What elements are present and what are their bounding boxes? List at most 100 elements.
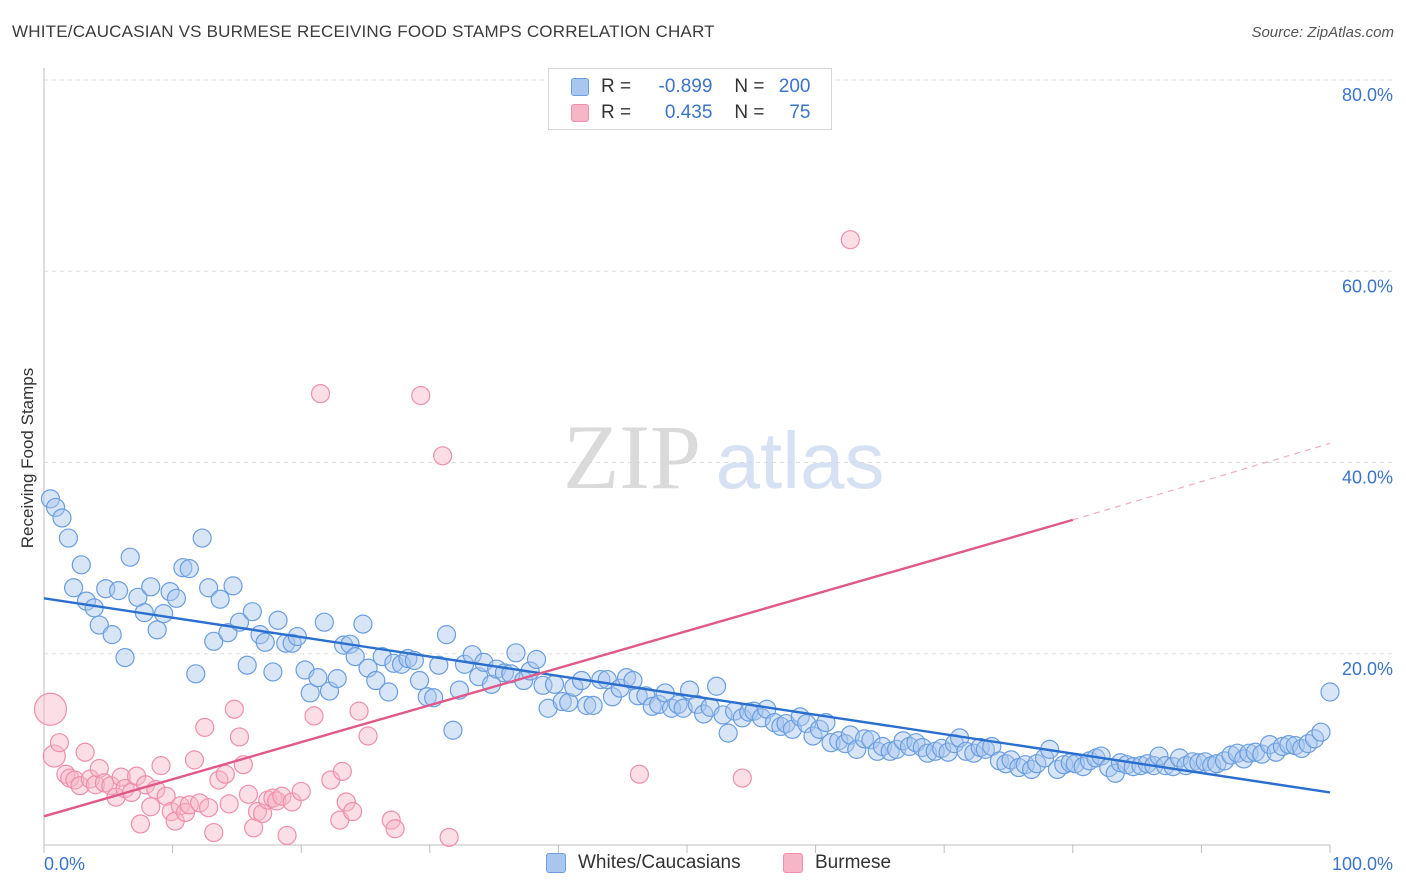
legend-row-burmese: R = 0.435 N = 75 [571, 101, 811, 125]
legend-r-value: 0.435 [664, 102, 713, 123]
x-tick-label: 100.0% [1332, 854, 1393, 874]
data-point-whites [186, 664, 206, 684]
data-point-burmese [224, 699, 244, 719]
data-point-burmese [33, 692, 68, 726]
data-point-burmese [343, 801, 363, 822]
legend-swatch-whites [571, 78, 589, 96]
data-point-whites [115, 647, 135, 668]
data-point-whites [63, 578, 84, 598]
data-point-burmese [130, 814, 151, 834]
data-point-whites [861, 730, 881, 750]
tick-labels: 20.0% 40.0% 60.0% 80.0% 0.0% 100.0% [44, 85, 1393, 874]
data-point-whites [552, 691, 572, 712]
data-point-whites [300, 683, 320, 703]
data-point-burmese [65, 770, 85, 790]
source-label: Source: ZipAtlas.com [1251, 24, 1394, 41]
data-point-burmese [199, 798, 219, 818]
data-point-whites [1001, 750, 1021, 770]
x-tick-label: 0.0% [44, 854, 85, 874]
data-point-burmese [219, 794, 239, 814]
data-point-whites [409, 670, 430, 691]
data-point-whites [544, 674, 565, 694]
data-point-whites [429, 655, 449, 675]
data-point-whites [1234, 749, 1254, 769]
y-tick-label: 20.0% [1342, 659, 1393, 679]
data-point-whites [577, 695, 597, 715]
legend-item-whites: Whites/Caucasians [546, 852, 741, 874]
axes [43, 68, 1331, 853]
data-point-whites [237, 655, 257, 675]
data-point-burmese [244, 818, 264, 838]
legend-n-value: 75 [789, 102, 811, 123]
data-point-burmese [141, 797, 161, 817]
data-point-whites [308, 668, 328, 688]
data-point-whites [379, 682, 399, 702]
data-point-whites [526, 649, 547, 670]
data-point-burmese [629, 764, 650, 784]
data-point-burmese [336, 792, 356, 812]
data-point-whites [58, 528, 79, 548]
data-point-whites [583, 695, 603, 715]
data-point-whites [917, 743, 938, 763]
data-point-whites [366, 670, 386, 691]
data-point-whites [436, 625, 457, 645]
data-point-whites [623, 670, 643, 691]
data-point-whites [173, 558, 193, 578]
data-point-whites [1252, 744, 1272, 764]
legend-r-label: R = [601, 76, 632, 97]
data-point-whites [141, 577, 161, 597]
data-point-whites [821, 733, 841, 753]
data-point-whites [147, 620, 167, 640]
legend-n-label: N = [734, 102, 765, 123]
trend-line-burmese-extension [1072, 442, 1331, 521]
data-point-whites [223, 576, 243, 596]
data-point-burmese [184, 750, 205, 770]
data-point-whites [204, 631, 224, 651]
data-point-whites [649, 694, 669, 715]
data-point-burmese [70, 776, 90, 796]
data-point-whites [89, 615, 109, 635]
data-point-whites [912, 737, 932, 758]
data-point-whites [673, 698, 693, 718]
data-point-burmese [840, 230, 860, 250]
data-point-burmese [229, 727, 250, 747]
grid-lines [44, 79, 1392, 655]
data-point-whites [1169, 748, 1190, 768]
data-point-whites [120, 547, 140, 567]
legend-n-value: 200 [778, 76, 811, 97]
data-point-whites [372, 647, 392, 667]
legend-swatch-burmese [783, 853, 803, 873]
data-point-whites [210, 589, 230, 609]
data-point-burmese [238, 784, 259, 804]
data-point-burmese [272, 786, 292, 806]
data-point-burmese [204, 822, 224, 843]
correlation-legend: R = -0.899 N = 200 R = 0.435 N = 75 [548, 68, 832, 130]
data-point-whites [108, 581, 129, 601]
data-point-burmese [304, 706, 324, 726]
data-point-burmese [291, 781, 311, 802]
data-point-whites [314, 612, 334, 632]
data-point-whites [268, 610, 288, 630]
legend-swatch-whites [546, 853, 566, 873]
data-point-burmese [190, 793, 210, 813]
data-point-whites [1279, 734, 1299, 755]
watermark-atlas: atlas [716, 416, 885, 505]
data-point-whites [384, 653, 404, 673]
data-point-whites [840, 725, 860, 745]
data-point-whites [179, 559, 199, 579]
data-point-burmese [156, 786, 176, 806]
data-point-whites [713, 705, 733, 725]
data-point-whites [45, 497, 66, 518]
data-point-burmese [42, 744, 66, 768]
legend-item-burmese: Burmese [783, 852, 891, 874]
data-point-burmese [732, 768, 752, 788]
y-tick-label: 80.0% [1342, 85, 1393, 105]
trend-line-whites [43, 597, 1331, 794]
data-point-burmese [195, 717, 215, 737]
data-point-whites [153, 603, 174, 624]
data-point-whites [345, 647, 365, 667]
legend-label-burmese: Burmese [815, 852, 892, 873]
series-whites-points [40, 489, 1340, 783]
data-point-whites [718, 723, 738, 743]
legend-row-whites: R = -0.899 N = 200 [571, 75, 811, 99]
